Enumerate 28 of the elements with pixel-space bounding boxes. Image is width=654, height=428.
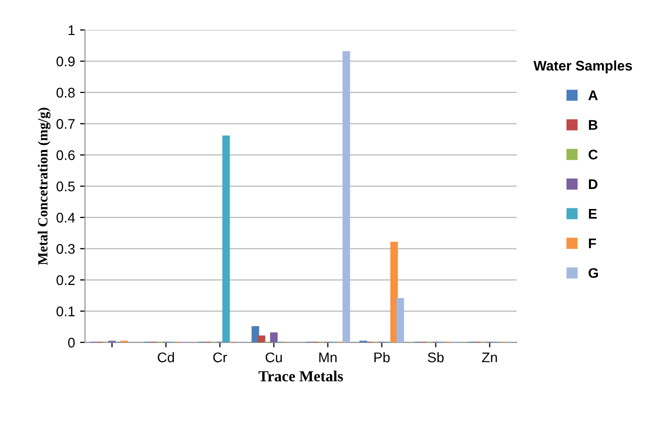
legend-label: B bbox=[588, 120, 598, 130]
y-tick-label: 0.6 bbox=[56, 150, 75, 160]
y-tick-label: 0.1 bbox=[56, 306, 75, 316]
legend-label: C bbox=[588, 150, 598, 160]
x-tick-label: Cr bbox=[213, 352, 228, 362]
legend-label: D bbox=[588, 179, 598, 189]
y-tick-label: 0.3 bbox=[56, 244, 75, 254]
x-tick-label: Zn bbox=[482, 352, 497, 362]
x-tick-label: Pb bbox=[374, 352, 390, 362]
y-tick-label: 0.8 bbox=[56, 88, 75, 98]
legend-label: F bbox=[588, 238, 596, 248]
x-tick-label: Cu bbox=[266, 352, 282, 362]
legend-label: E bbox=[588, 209, 597, 219]
y-tick-label: 0 bbox=[68, 338, 75, 348]
y-tick-label: 0.7 bbox=[56, 119, 75, 129]
x-tick-label: Mn bbox=[319, 352, 337, 362]
y-tick-label: 0.9 bbox=[56, 56, 75, 66]
y-tick-label: 0.2 bbox=[56, 275, 75, 286]
y-tick-label: 0.4 bbox=[56, 212, 75, 223]
x-tick-label: Cd bbox=[158, 352, 174, 362]
x-tick-label: Sb bbox=[428, 352, 444, 362]
legend-label: G bbox=[588, 268, 598, 278]
x-axis-title: Trace Metals bbox=[258, 370, 343, 382]
legend-label: A bbox=[588, 90, 598, 100]
y-tick-label: 0.5 bbox=[56, 182, 75, 192]
y-axis-title: Metal Concetration (mg/g) bbox=[38, 108, 50, 266]
legend-title: Water Samples bbox=[533, 60, 632, 74]
y-tick-label: 1 bbox=[68, 25, 75, 35]
